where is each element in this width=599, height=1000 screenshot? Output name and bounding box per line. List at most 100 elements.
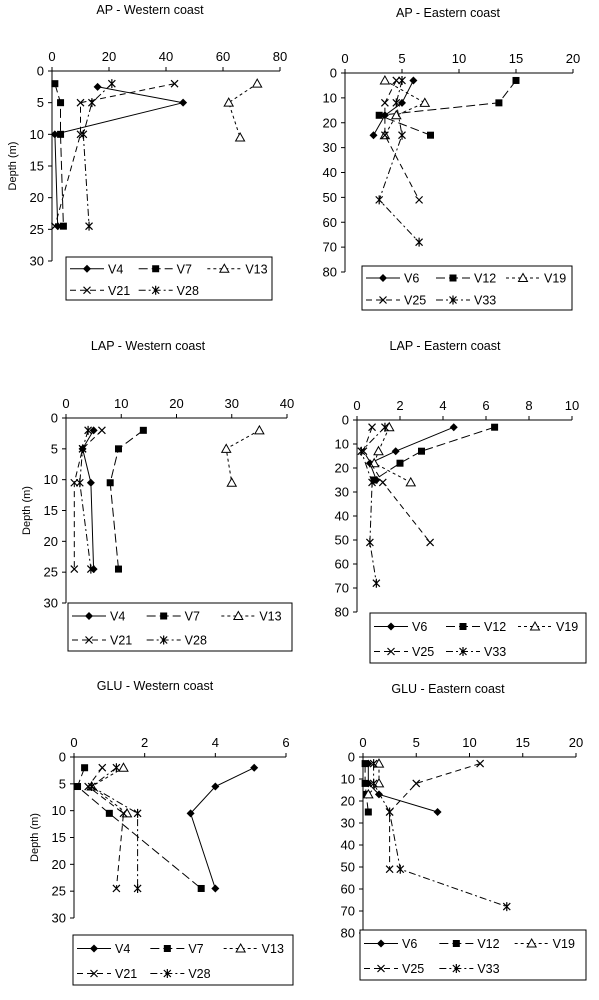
y-tick-label: 15 xyxy=(44,503,58,518)
chart-panel-4: LAP - Eastern coast 0 2 4 6 8 10 0 10 20 30 40 50 60 7… xyxy=(335,339,587,664)
data-point xyxy=(254,424,265,435)
data-point xyxy=(59,222,67,230)
series-V6 xyxy=(364,759,442,816)
series-line xyxy=(79,430,92,570)
data-point xyxy=(76,98,85,107)
data-point xyxy=(93,82,102,91)
y-tick-label: 0 xyxy=(330,66,337,81)
data-point xyxy=(170,79,179,88)
x-tick-label: 8 xyxy=(525,398,532,413)
y-tick-label: 40 xyxy=(335,509,349,524)
y-tick-label: 10 xyxy=(341,772,355,787)
data-point xyxy=(373,758,385,768)
y-tick-label: 20 xyxy=(44,534,58,549)
x-tick-label: 15 xyxy=(509,51,523,66)
series-V7 xyxy=(74,764,205,892)
series-V21 xyxy=(84,763,128,893)
data-point xyxy=(398,75,406,85)
data-point xyxy=(87,782,96,792)
data-point xyxy=(57,99,65,107)
series-V25 xyxy=(385,759,485,874)
legend-label: V13 xyxy=(259,610,281,624)
data-point xyxy=(89,426,98,435)
data-point xyxy=(392,98,401,108)
data-point xyxy=(114,565,122,573)
legend-swatch-marker xyxy=(163,969,172,978)
data-point xyxy=(512,76,520,84)
data-point xyxy=(373,445,384,456)
y-tick-label: 40 xyxy=(323,165,337,180)
legend-label: V12 xyxy=(477,937,499,951)
legend-swatch-marker xyxy=(459,647,467,656)
legend-item-V25: V25 xyxy=(364,962,424,976)
legend-label: V6 xyxy=(402,937,417,951)
data-point xyxy=(97,426,106,435)
y-tick-label: 20 xyxy=(335,461,349,476)
data-point xyxy=(369,759,378,769)
legend-swatch-marker xyxy=(235,942,247,953)
legend-swatch-marker xyxy=(152,265,160,273)
legend-item-V6: V6 xyxy=(374,620,427,634)
data-point xyxy=(502,902,511,912)
y-axis-label: Depth (m) xyxy=(7,142,19,191)
data-point xyxy=(74,783,82,791)
data-point xyxy=(449,423,458,432)
x-tick-label: 4 xyxy=(212,735,219,750)
x-tick-label: 10 xyxy=(452,51,466,66)
series-line xyxy=(54,83,64,227)
data-point xyxy=(357,446,366,456)
x-tick-label: 0 xyxy=(341,51,348,66)
series-line xyxy=(379,80,517,136)
legend-item-V4: V4 xyxy=(77,942,130,956)
data-point xyxy=(50,222,59,231)
legend-item-V6: V6 xyxy=(364,937,417,951)
chart-title: AP - Western coast xyxy=(96,3,204,17)
legend-swatch-marker xyxy=(517,272,529,282)
series-line xyxy=(367,763,438,813)
legend-item-V25: V25 xyxy=(374,645,434,659)
legend-label: V28 xyxy=(188,967,210,981)
data-point xyxy=(106,479,114,487)
y-tick-label: 50 xyxy=(341,860,355,875)
series-line xyxy=(190,767,255,889)
legend-box xyxy=(361,265,573,311)
legend-item-V19: V19 xyxy=(514,937,575,951)
series-V19 xyxy=(362,758,385,799)
data-point xyxy=(211,884,220,893)
x-tick-label: 0 xyxy=(70,735,77,750)
series-V21 xyxy=(50,79,179,231)
y-tick-label: 15 xyxy=(52,830,66,845)
data-point xyxy=(372,578,381,588)
series-line xyxy=(82,430,95,570)
x-tick-label: 10 xyxy=(565,398,579,413)
legend-swatch-marker xyxy=(379,296,387,304)
data-point xyxy=(133,883,142,893)
data-point xyxy=(375,195,384,205)
legend-item-V33: V33 xyxy=(446,645,506,659)
data-point xyxy=(361,760,369,768)
series-line xyxy=(73,429,103,570)
x-tick-label: 10 xyxy=(114,396,128,411)
data-point xyxy=(211,782,220,791)
x-tick-label: 20 xyxy=(169,396,183,411)
legend-swatch-marker xyxy=(377,939,385,948)
series-V19 xyxy=(379,74,431,140)
data-point xyxy=(57,130,65,138)
data-point xyxy=(476,759,485,768)
legend-swatch-marker xyxy=(218,263,230,273)
legend-swatch-marker xyxy=(83,264,91,273)
legend-label: V33 xyxy=(477,962,499,976)
y-tick-label: 10 xyxy=(44,472,58,487)
legend-label: V7 xyxy=(177,262,192,276)
data-point xyxy=(380,98,389,107)
legend-item-V13: V13 xyxy=(221,610,282,624)
y-tick-label: 0 xyxy=(348,750,355,765)
data-point xyxy=(379,74,391,85)
legend-box xyxy=(65,256,273,301)
data-point xyxy=(89,565,98,574)
legend-label: V4 xyxy=(108,262,123,276)
legend-swatch-marker xyxy=(85,636,93,644)
legend-label: V19 xyxy=(544,272,566,286)
series-line xyxy=(82,83,113,227)
legend: V6 V12 V19 V25 V33 xyxy=(369,612,587,664)
